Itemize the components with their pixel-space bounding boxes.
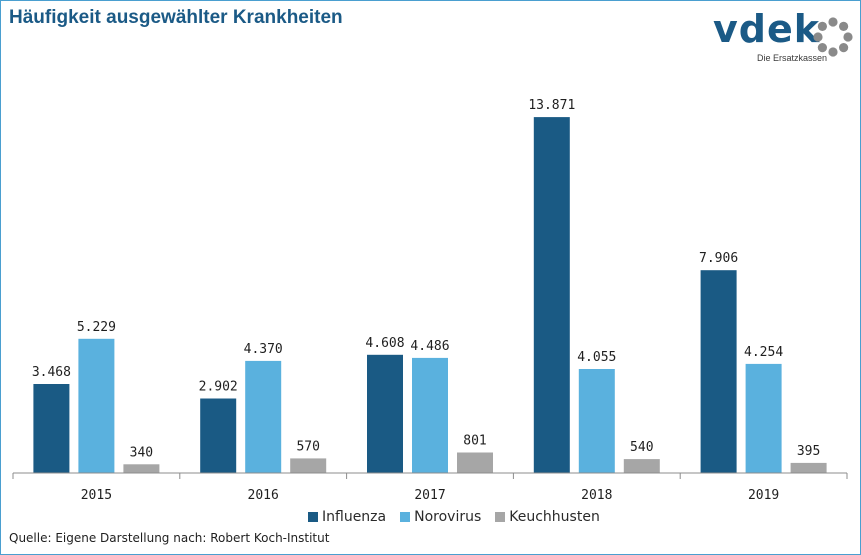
x-tick-label-2017: 2017 — [414, 488, 445, 501]
data-label-norovirus-2019: 4.254 — [744, 345, 783, 360]
logo-ring-dot — [813, 32, 823, 42]
data-label-keuchhusten-2019: 395 — [797, 444, 820, 459]
data-label-influenza-2018: 13.871 — [528, 98, 575, 113]
bar-norovirus-2018 — [578, 369, 615, 473]
logo-ring-dots — [813, 17, 853, 57]
legend-entry-norovirus: Norovirus — [400, 509, 481, 525]
data-label-influenza-2016: 2.902 — [199, 380, 238, 395]
legend-entry-influenza: Influenza — [308, 509, 386, 525]
bar-norovirus-2017 — [412, 357, 448, 473]
value-labels-layer: 3.468 5.229 340 2.902 4.370 570 4.608 4.486 801 1… — [32, 98, 821, 460]
data-label-norovirus-2017: 4.486 — [410, 339, 449, 354]
logo-ring-dot — [843, 32, 853, 42]
logo-ring-icon — [813, 17, 853, 57]
data-label-keuchhusten-2017: 801 — [463, 434, 486, 449]
legend-swatch-norovirus — [400, 512, 411, 522]
bar-keuchhusten-2017 — [457, 452, 493, 473]
bar-influenza-2017 — [367, 354, 403, 473]
bar-norovirus-2019 — [745, 363, 782, 473]
bars-layer — [33, 117, 827, 473]
bar-keuchhusten-2019 — [790, 462, 827, 473]
data-label-keuchhusten-2016: 570 — [296, 439, 319, 454]
data-label-norovirus-2015: 5.229 — [77, 320, 116, 335]
bar-keuchhusten-2016 — [290, 458, 327, 473]
legend-label-influenza: Influenza — [322, 509, 387, 525]
data-label-norovirus-2018: 4.055 — [577, 350, 616, 365]
bar-influenza-2015 — [33, 384, 70, 473]
bar-norovirus-2016 — [245, 360, 282, 473]
bar-influenza-2019 — [700, 270, 737, 473]
bar-keuchhusten-2018 — [623, 459, 660, 473]
x-tick-label-2018: 2018 — [581, 488, 612, 501]
logo-subtitle: Die Ersatzkassen — [757, 53, 828, 63]
legend-entry-keuchhusten: Keuchhusten — [495, 509, 600, 525]
logo-ring-dot — [817, 21, 827, 31]
chart-title: Häufigkeit ausgewählter Krankheiten — [9, 7, 343, 28]
logo-ring-dot — [839, 21, 849, 31]
x-tick-label-2015: 2015 — [81, 488, 112, 501]
bar-influenza-2016 — [200, 398, 237, 473]
logo-ring-dot — [828, 47, 838, 57]
bar-chart: 3.468 5.229 340 2.902 4.370 570 4.608 4.486 801 1… — [12, 98, 848, 501]
x-axis-ticks — [12, 473, 848, 479]
data-label-keuchhusten-2018: 540 — [630, 440, 653, 455]
data-label-influenza-2017: 4.608 — [365, 336, 404, 351]
legend-swatch-keuchhusten — [495, 512, 506, 522]
x-axis-tick-labels: 2015 2016 2017 2018 2019 — [81, 488, 780, 501]
logo-ring-dot — [839, 43, 849, 53]
bar-keuchhusten-2015 — [123, 464, 160, 473]
vdek-logo: vdek Die Ersatzkassen — [713, 7, 855, 63]
legend-label-norovirus: Norovirus — [414, 509, 482, 525]
logo-wordmark: vdek — [713, 7, 821, 51]
data-label-keuchhusten-2015: 340 — [130, 445, 153, 460]
legend-label-keuchhusten: Keuchhusten — [509, 509, 600, 525]
logo-ring-dot — [817, 43, 827, 53]
data-label-influenza-2019: 7.906 — [699, 251, 738, 266]
data-label-norovirus-2016: 4.370 — [244, 342, 283, 357]
legend-swatch-influenza — [308, 512, 318, 522]
logo-ring-dot — [828, 17, 838, 27]
data-label-influenza-2015: 3.468 — [32, 365, 71, 380]
legend: Influenza Norovirus Keuchhusten — [308, 509, 600, 525]
x-tick-label-2019: 2019 — [748, 488, 779, 501]
bar-influenza-2018 — [533, 117, 570, 473]
source-note: Quelle: Eigene Darstellung nach: Robert … — [9, 531, 330, 545]
x-tick-label-2016: 2016 — [248, 488, 279, 501]
bar-norovirus-2015 — [78, 338, 115, 473]
